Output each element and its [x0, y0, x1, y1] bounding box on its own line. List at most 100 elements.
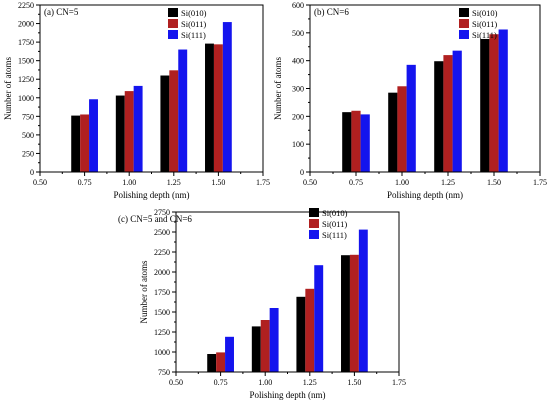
- bar-si010-1.00: [251, 326, 261, 372]
- x-tick-label: 1.75: [256, 178, 270, 187]
- legend-swatch: [309, 219, 319, 228]
- bar-si011-0.75: [80, 114, 90, 172]
- y-tick-label: 0: [30, 168, 34, 177]
- y-tick-label: 100: [292, 140, 304, 149]
- y-tick-label: 1500: [18, 57, 34, 66]
- bar-si010-0.75: [71, 115, 81, 172]
- bar-si010-0.75: [207, 354, 217, 372]
- bar-si010-1.50: [341, 255, 350, 372]
- bar-si111-0.75: [225, 336, 234, 372]
- x-tick-label: 1.25: [303, 378, 317, 387]
- legend-label: Si(010): [472, 8, 498, 18]
- x-tick-label: 1.25: [167, 178, 181, 187]
- x-tick-label: 0.50: [169, 378, 183, 387]
- legend-label: Si(111): [322, 230, 347, 240]
- bar-si011-0.75: [351, 110, 361, 172]
- y-axis-label: Number of atoms: [273, 57, 283, 120]
- legend-swatch: [309, 208, 319, 217]
- chart-title: (c) CN=5 and CN=6: [118, 214, 192, 224]
- bar-si111-1.25: [452, 50, 462, 172]
- bar-si011-1.00: [260, 320, 270, 372]
- legend-swatch: [168, 30, 178, 39]
- bar-si111-1.25: [314, 265, 324, 372]
- y-tick-label: 2750: [154, 208, 170, 217]
- bar-si010-1.50: [480, 38, 490, 173]
- y-axis-label: Number of atoms: [3, 57, 13, 120]
- bar-si111-1.00: [269, 308, 279, 372]
- x-tick-label: 0.50: [303, 178, 317, 187]
- chart-panel-1: 0.50 0.75 1.00 1.25 1.50 1.75 0 250 500 750 1000 12…: [3, 1, 270, 200]
- y-tick-label: 1250: [18, 75, 34, 84]
- chart-panel-2: 0.50 0.75 1.00 1.25 1.50 1.75 0 100 200 300 400 500…: [273, 1, 547, 200]
- y-tick-label: 1750: [154, 288, 170, 297]
- x-tick-label: 1.00: [258, 378, 272, 387]
- legend-swatch: [168, 19, 178, 28]
- x-tick-label: 1.50: [487, 178, 501, 187]
- y-tick-label: 2000: [154, 268, 170, 277]
- bar-si011-1.50: [489, 34, 499, 172]
- bar-si111-1.00: [133, 85, 143, 172]
- chart-title: (b) CN=6: [314, 7, 349, 17]
- y-tick-label: 1000: [18, 94, 34, 103]
- x-tick-label: 1.50: [347, 378, 361, 387]
- y-tick-label: 0: [300, 168, 304, 177]
- y-tick-label: 1250: [154, 328, 170, 337]
- bar-si111-1.00: [406, 64, 416, 172]
- legend-swatch: [459, 30, 469, 39]
- y-tick-label: 1500: [154, 308, 170, 317]
- legend-swatch: [459, 8, 469, 17]
- bar-si011-1.00: [397, 86, 407, 172]
- y-tick-label: 2500: [154, 228, 170, 237]
- x-tick-label: 1.25: [441, 178, 455, 187]
- bar-si010-1.00: [115, 95, 125, 172]
- y-tick-label: 1000: [154, 348, 170, 357]
- x-tick-label: 0.75: [214, 378, 228, 387]
- bar-si011-1.50: [349, 254, 359, 372]
- bar-si010-1.00: [388, 92, 398, 172]
- bar-si010-1.25: [296, 296, 306, 372]
- legend-swatch: [309, 230, 319, 239]
- legend-label: Si(011): [322, 219, 347, 229]
- x-axis-label: Polishing depth (nm): [250, 390, 326, 400]
- x-tick-label: 1.00: [122, 178, 136, 187]
- bar-si111-0.75: [89, 99, 98, 172]
- y-tick-label: 400: [292, 57, 304, 66]
- y-tick-label: 1750: [18, 38, 34, 47]
- legend-label: Si(010): [181, 8, 207, 18]
- y-tick-label: 200: [292, 112, 304, 121]
- bar-si010-1.25: [160, 75, 170, 172]
- bar-si011-1.25: [169, 70, 179, 172]
- bar-si111-1.50: [498, 29, 508, 172]
- legend-label: Si(111): [181, 30, 206, 40]
- x-tick-label: 1.75: [533, 178, 547, 187]
- x-axis-label: Polishing depth (nm): [387, 190, 463, 200]
- y-tick-label: 2000: [18, 20, 34, 29]
- y-tick-label: 600: [292, 1, 304, 10]
- bar-si111-1.50: [358, 229, 368, 372]
- y-axis-label: Number of atoms: [139, 260, 149, 323]
- y-tick-label: 500: [22, 131, 34, 140]
- bar-si010-1.25: [434, 61, 444, 172]
- y-tick-label: 500: [292, 29, 304, 38]
- bar-si011-1.25: [443, 55, 453, 172]
- x-tick-label: 0.75: [78, 178, 92, 187]
- bar-si010-0.75: [342, 112, 352, 172]
- bar-si011-1.00: [124, 91, 134, 172]
- y-tick-label: 250: [22, 149, 34, 158]
- bar-si011-1.50: [213, 44, 223, 173]
- legend-label: Si(011): [181, 19, 206, 29]
- chart-panel-3: 0.50 0.75 1.00 1.25 1.50 1.75 750 1000 1250 1500 1…: [118, 208, 406, 400]
- chart-title: (a) CN=5: [44, 7, 79, 17]
- legend-label: Si(011): [472, 19, 497, 29]
- x-tick-label: 0.75: [349, 178, 363, 187]
- y-tick-label: 750: [158, 368, 170, 377]
- legend-label: Si(111): [472, 30, 497, 40]
- x-tick-label: 1.00: [395, 178, 409, 187]
- x-tick-label: 1.50: [211, 178, 225, 187]
- bar-si111-0.75: [360, 114, 370, 172]
- y-tick-label: 2250: [18, 1, 34, 10]
- legend-swatch: [168, 8, 178, 17]
- y-tick-label: 300: [292, 85, 304, 94]
- y-tick-label: 2250: [154, 248, 170, 257]
